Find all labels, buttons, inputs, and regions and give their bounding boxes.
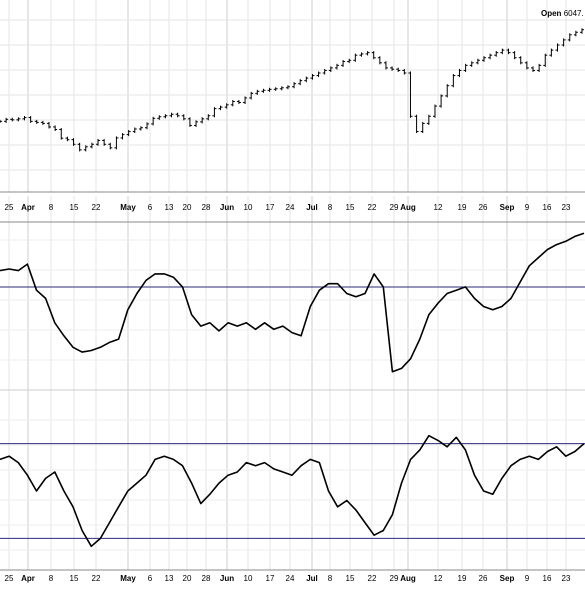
x-tick-label: 16 [543, 203, 552, 212]
x-tick-label: 17 [266, 203, 275, 212]
x-tick-label: 8 [328, 203, 333, 212]
x-tick-label: May [120, 203, 136, 212]
x-tick-label: 23 [562, 203, 571, 212]
x-tick-label: Sep [500, 203, 515, 212]
x-tick-label: 8 [328, 574, 333, 583]
x-tick-label: 28 [202, 203, 211, 212]
x-tick-label: 22 [92, 203, 101, 212]
x-tick-label: Aug [400, 203, 416, 212]
x-tick-label: 12 [434, 574, 443, 583]
x-tick-label: 12 [434, 203, 443, 212]
x-tick-label: 23 [562, 574, 571, 583]
x-tick-label: Aug [400, 574, 416, 583]
x-tick-label: 29 [390, 574, 399, 583]
x-tick-label: Jun [220, 574, 234, 583]
indicator-2-line [0, 434, 585, 548]
x-tick-label: 8 [49, 574, 54, 583]
x-tick-label: 9 [525, 203, 530, 212]
x-tick-label: 25 [5, 203, 14, 212]
x-tick-label: 19 [458, 203, 467, 212]
x-tick-label: 15 [70, 574, 79, 583]
open-key: Open [541, 9, 562, 18]
open-value: 6047. [563, 9, 584, 18]
indicator-1-line [0, 232, 585, 373]
x-tick-label: Sep [500, 574, 515, 583]
x-tick-label: 22 [368, 203, 377, 212]
x-tick-label: 26 [479, 203, 488, 212]
x-tick-label: 10 [244, 203, 253, 212]
x-tick-label: Apr [21, 574, 35, 583]
x-tick-label: 6 [148, 203, 153, 212]
x-tick-label: 17 [266, 574, 275, 583]
x-tick-label: 24 [286, 203, 295, 212]
x-tick-label: 10 [244, 574, 253, 583]
x-tick-label: 20 [183, 203, 192, 212]
x-tick-label: 16 [543, 574, 552, 583]
x-tick-label: 13 [165, 203, 174, 212]
x-tick-label: Jun [220, 203, 234, 212]
x-tick-label: 15 [346, 574, 355, 583]
x-tick-label: 20 [183, 574, 192, 583]
x-tick-label: 8 [49, 203, 54, 212]
x-tick-label: 19 [458, 574, 467, 583]
x-tick-label: 26 [479, 574, 488, 583]
x-tick-label: May [120, 574, 136, 583]
x-tick-label: 13 [165, 574, 174, 583]
x-tick-label: 29 [390, 203, 399, 212]
x-tick-label: 25 [5, 574, 14, 583]
x-tick-label: 22 [368, 574, 377, 583]
x-tick-label: 15 [70, 203, 79, 212]
x-tick-label: Jul [306, 574, 318, 583]
x-tick-label: 9 [525, 574, 530, 583]
x-tick-label: Apr [21, 203, 35, 212]
x-tick-label: 22 [92, 574, 101, 583]
x-tick-label: 24 [286, 574, 295, 583]
x-tick-label: Jul [306, 203, 318, 212]
x-tick-label: 28 [202, 574, 211, 583]
x-tick-label: 6 [148, 574, 153, 583]
x-tick-label: 15 [346, 203, 355, 212]
open-price-label: Open 6047. [541, 9, 584, 18]
